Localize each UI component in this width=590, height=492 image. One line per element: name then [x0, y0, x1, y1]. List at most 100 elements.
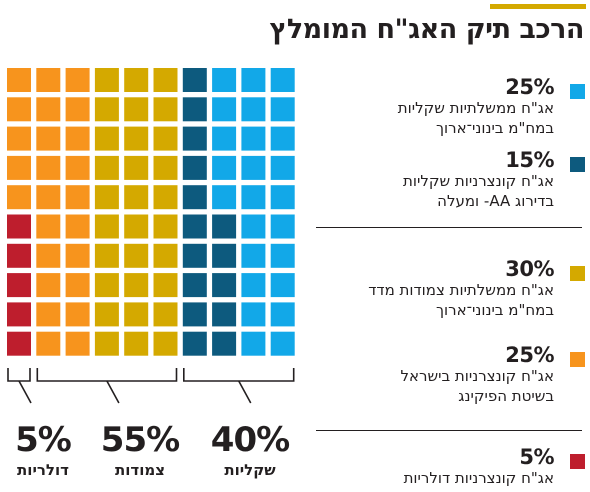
- waffle-cell: [65, 97, 90, 122]
- waffle-cell: [124, 243, 149, 268]
- waffle-cell: [94, 126, 119, 151]
- waffle-cell: [94, 68, 119, 92]
- waffle-cell: [36, 155, 61, 180]
- group-total-shekel: 40%: [210, 420, 290, 460]
- waffle-cell: [36, 185, 61, 210]
- waffle-cell: [182, 155, 207, 180]
- legend-swatch: [570, 84, 585, 99]
- legend-divider: [316, 430, 582, 431]
- waffle-cell: [212, 331, 237, 356]
- group-label-dollar: דולריות: [17, 461, 69, 479]
- waffle-cell: [7, 214, 31, 239]
- group-label-cpi: צמודות: [114, 461, 165, 479]
- legend-percent: 25%: [505, 75, 554, 99]
- waffle-cell: [124, 302, 149, 327]
- waffle-cell: [212, 185, 237, 210]
- waffle-cell: [124, 185, 149, 210]
- waffle-cell: [65, 185, 90, 210]
- waffle-cell: [36, 331, 61, 356]
- waffle-cell: [270, 302, 295, 327]
- waffle-cell: [36, 273, 61, 298]
- legend-percent: 30%: [505, 257, 554, 281]
- waffle-cell: [270, 331, 295, 356]
- waffle-chart: [7, 68, 295, 404]
- waffle-cell: [124, 273, 149, 298]
- waffle-cell: [36, 243, 61, 268]
- legend-description: אג"ח קונצרניות בישראל בשיטת הפיקינג: [400, 367, 554, 405]
- waffle-cell: [153, 331, 178, 356]
- waffle-cell: [270, 214, 295, 239]
- waffle-cell: [7, 302, 31, 327]
- waffle-cell: [7, 68, 31, 92]
- waffle-cell: [153, 273, 178, 298]
- waffle-cell: [270, 185, 295, 210]
- waffle-cell: [7, 97, 31, 122]
- waffle-cell: [124, 331, 149, 356]
- waffle-cell: [270, 126, 295, 151]
- waffle-cell: [124, 214, 149, 239]
- waffle-cell: [153, 185, 178, 210]
- legend-swatch: [570, 454, 585, 469]
- group-bracket-dollar: [7, 368, 32, 404]
- group-total-cpi: 55%: [100, 420, 180, 460]
- legend-swatch: [570, 352, 585, 367]
- waffle-cell: [7, 273, 31, 298]
- waffle-cell: [124, 126, 149, 151]
- waffle-cell: [241, 185, 266, 210]
- waffle-cell: [212, 97, 237, 122]
- waffle-cell: [153, 243, 178, 268]
- title-accent-bar: [490, 4, 586, 9]
- waffle-cell: [65, 68, 90, 92]
- legend-divider: [316, 227, 582, 228]
- waffle-cell: [241, 155, 266, 180]
- waffle-cell: [241, 331, 266, 356]
- waffle-cell: [65, 302, 90, 327]
- waffle-cell: [212, 214, 237, 239]
- waffle-cell: [241, 97, 266, 122]
- waffle-cell: [182, 331, 207, 356]
- waffle-cell: [241, 243, 266, 268]
- waffle-cell: [212, 243, 237, 268]
- waffle-cell: [212, 126, 237, 151]
- waffle-cell: [270, 155, 295, 180]
- waffle-cell: [124, 68, 149, 92]
- waffle-cell: [36, 214, 61, 239]
- waffle-cell: [153, 126, 178, 151]
- waffle-cell: [153, 302, 178, 327]
- waffle-cell: [212, 302, 237, 327]
- waffle-cell: [270, 243, 295, 268]
- waffle-cell: [182, 243, 207, 268]
- waffle-cell: [94, 97, 119, 122]
- waffle-cell: [182, 302, 207, 327]
- waffle-cell: [241, 302, 266, 327]
- waffle-cell: [182, 185, 207, 210]
- waffle-cell: [241, 273, 266, 298]
- waffle-cell: [65, 273, 90, 298]
- waffle-cell: [94, 214, 119, 239]
- waffle-cell: [124, 97, 149, 122]
- waffle-cell: [153, 214, 178, 239]
- waffle-cell: [94, 185, 119, 210]
- waffle-cell: [270, 273, 295, 298]
- legend-description: אג"ח ממשלתיות צמודות מדד במח"מ בינוני־אר…: [368, 281, 554, 319]
- waffle-cell: [65, 331, 90, 356]
- waffle-cell: [65, 126, 90, 151]
- waffle-cell: [36, 68, 61, 92]
- waffle-cell: [65, 214, 90, 239]
- legend-percent: 25%: [505, 343, 554, 367]
- waffle-cell: [7, 243, 31, 268]
- legend-description: אג"ח קונצרניות שקליות בדירוג AA- ומעלה: [403, 172, 554, 210]
- waffle-cell: [212, 155, 237, 180]
- waffle-cell: [94, 302, 119, 327]
- waffle-cell: [7, 185, 31, 210]
- waffle-cell: [65, 243, 90, 268]
- waffle-cell: [94, 331, 119, 356]
- legend-percent: 15%: [505, 148, 554, 172]
- waffle-cell: [270, 97, 295, 122]
- waffle-cell: [94, 273, 119, 298]
- group-label-shekel: שקליות: [224, 461, 276, 479]
- waffle-cell: [241, 214, 266, 239]
- group-total-dollar: 5%: [15, 420, 72, 460]
- waffle-cell: [212, 68, 237, 92]
- waffle-cell: [124, 155, 149, 180]
